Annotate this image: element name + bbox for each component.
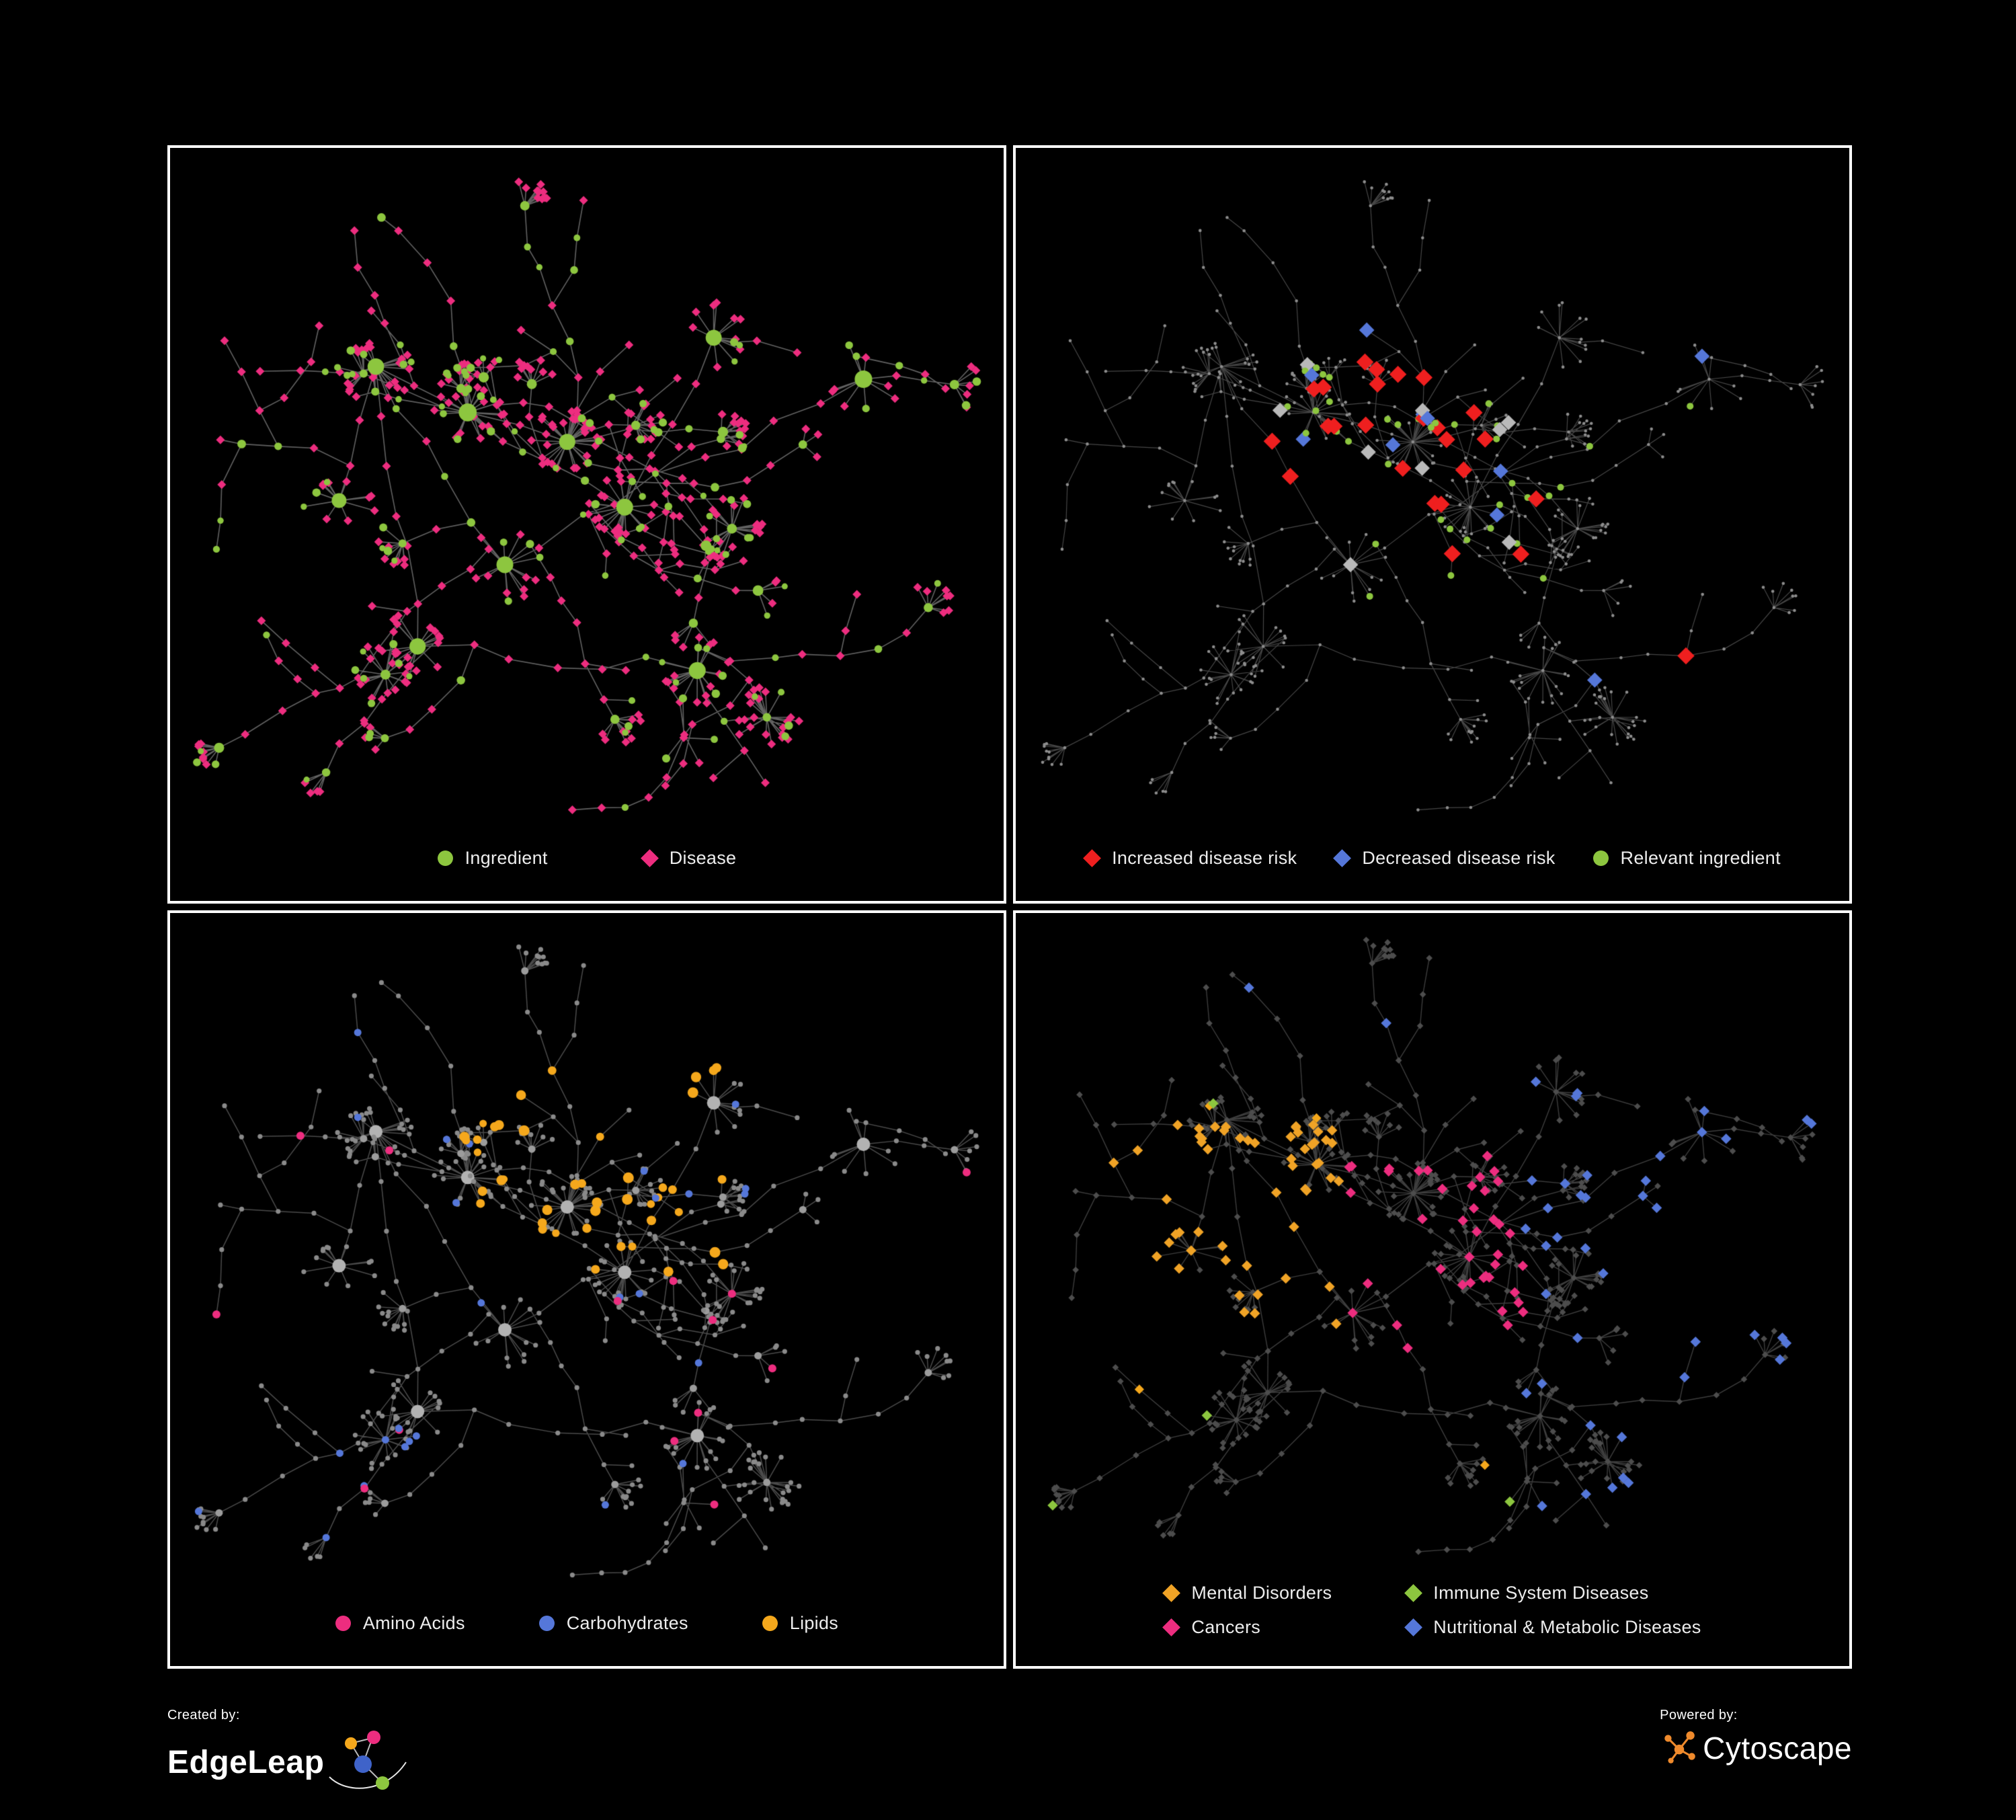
legend-label-amino-acids: Amino Acids: [362, 1613, 465, 1633]
disease-marker-icon: [640, 849, 659, 867]
mental-disorders-marker-icon: [1162, 1584, 1181, 1602]
disease-category-legend: Mental Disorders Immune System Diseases …: [1016, 1579, 1849, 1666]
legend-label-relevant-ingredient: Relevant ingredient: [1620, 848, 1781, 868]
cytoscape-logo-icon: [1664, 1731, 1695, 1764]
edgeleap-wordmark: EdgeLeap: [167, 1744, 325, 1780]
edgeleap-brand-row: EdgeLeap: [167, 1729, 409, 1796]
footer: Created by: EdgeLeap Powered by:: [167, 1708, 1852, 1796]
panel-disease-risk: Increased disease risk Decreased disease…: [1013, 145, 1852, 904]
cytoscape-brand-row: Cytoscape: [1660, 1729, 1852, 1768]
immune-diseases-marker-icon: [1404, 1584, 1423, 1602]
edgeleap-credit: Created by: EdgeLeap: [167, 1708, 409, 1796]
legend-label-cancers: Cancers: [1191, 1617, 1261, 1637]
created-by-label: Created by:: [167, 1708, 240, 1723]
legend-item-carbohydrates: Carbohydrates: [538, 1613, 688, 1634]
macronutrient-legend: Amino Acids Carbohydrates Lipids: [170, 1609, 1004, 1666]
legend-item-immune-diseases: Immune System Diseases: [1404, 1583, 1649, 1604]
ingredient-disease-legend: Ingredient Disease: [170, 844, 1004, 901]
macronutrient-network-canvas: [170, 913, 1004, 1609]
legend-label-mental-disorders: Mental Disorders: [1191, 1583, 1332, 1603]
figure-grid: Ingredient Disease Increased disease ris…: [167, 145, 1852, 1669]
legend-label-nutritional-metabolic: Nutritional & Metabolic Diseases: [1433, 1617, 1701, 1637]
legend-label-carbohydrates: Carbohydrates: [566, 1613, 688, 1633]
edgeleap-logo-icon: [329, 1731, 407, 1790]
ingredient-disease-network-canvas: [170, 148, 1004, 844]
powered-by-label: Powered by:: [1660, 1708, 1738, 1723]
disease-category-network-canvas: [1016, 913, 1849, 1579]
legend-label-ingredient: Ingredient: [465, 848, 548, 868]
legend-item-lipids: Lipids: [762, 1613, 838, 1634]
legend-item-amino-acids: Amino Acids: [335, 1613, 465, 1634]
panel-ingredient-disease: Ingredient Disease: [167, 145, 1006, 904]
legend-label-lipids: Lipids: [789, 1613, 839, 1633]
cytoscape-credit: Powered by: Cytoscape: [1660, 1708, 1852, 1768]
carbohydrates-marker-icon: [538, 1616, 555, 1631]
cancers-marker-icon: [1162, 1618, 1181, 1636]
legend-item-relevant-ingredient: Relevant ingredient: [1592, 848, 1781, 869]
legend-item-increased-risk: Increased disease risk: [1083, 848, 1297, 869]
legend-label-immune-diseases: Immune System Diseases: [1433, 1583, 1649, 1603]
panel-disease-categories: Mental Disorders Immune System Diseases …: [1013, 910, 1852, 1669]
legend-label-disease: Disease: [669, 848, 737, 868]
disease-risk-network-canvas: [1016, 148, 1849, 844]
lipids-marker-icon: [762, 1616, 778, 1631]
legend-item-nutritional-metabolic: Nutritional & Metabolic Diseases: [1404, 1617, 1701, 1638]
amino-acids-marker-icon: [335, 1616, 351, 1631]
panel-macronutrients: Amino Acids Carbohydrates Lipids: [167, 910, 1006, 1669]
legend-item-cancers: Cancers: [1162, 1617, 1261, 1638]
disease-risk-legend: Increased disease risk Decreased disease…: [1016, 844, 1849, 901]
legend-item-decreased-risk: Decreased disease risk: [1333, 848, 1556, 869]
nutritional-metabolic-marker-icon: [1404, 1618, 1423, 1636]
legend-item-disease: Disease: [640, 848, 737, 869]
legend-item-mental-disorders: Mental Disorders: [1162, 1583, 1332, 1604]
legend-item-ingredient: Ingredient: [437, 848, 548, 869]
increased-risk-marker-icon: [1083, 849, 1102, 867]
decreased-risk-marker-icon: [1333, 849, 1352, 867]
cytoscape-wordmark: Cytoscape: [1703, 1731, 1852, 1766]
ingredient-marker-icon: [437, 850, 453, 866]
legend-label-decreased-risk: Decreased disease risk: [1362, 848, 1556, 868]
relevant-ingredient-marker-icon: [1592, 850, 1609, 866]
legend-label-increased-risk: Increased disease risk: [1112, 848, 1297, 868]
